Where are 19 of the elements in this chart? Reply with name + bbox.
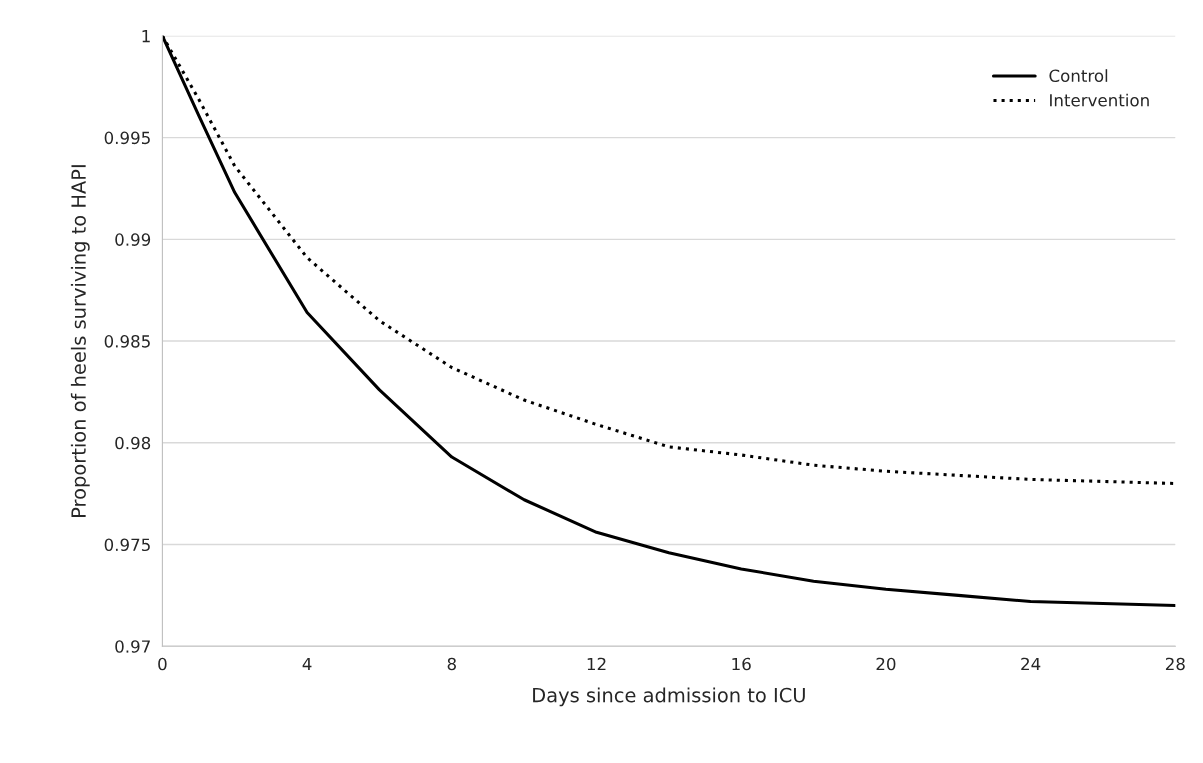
y-axis-title: Proportion of heels surviving to HAPI [70,165,90,517]
y-tick-label: 0.99 [115,233,151,246]
y-tick-label: 0.995 [104,131,150,145]
y-tick-label: 1 [142,30,150,43]
x-tick-label: 0 [158,657,167,671]
x-tick-label: 24 [1021,657,1041,671]
x-tick-label: 20 [876,657,896,671]
x-tick-label: 28 [1165,657,1185,671]
legend-label: Intervention [1050,93,1149,107]
x-tick-label: 12 [587,657,606,671]
x-tick-label: 4 [302,657,312,671]
y-tick-label: 0.97 [115,640,150,653]
x-tick-label: 16 [732,657,751,671]
x-axis-title: Days since admission to ICU [533,687,805,707]
y-tick-label: 0.975 [104,538,150,552]
y-tick-label: 0.985 [104,335,150,348]
y-tick-label: 0.98 [115,436,151,450]
legend-label: Control [1049,69,1108,83]
x-tick-label: 8 [447,657,456,671]
